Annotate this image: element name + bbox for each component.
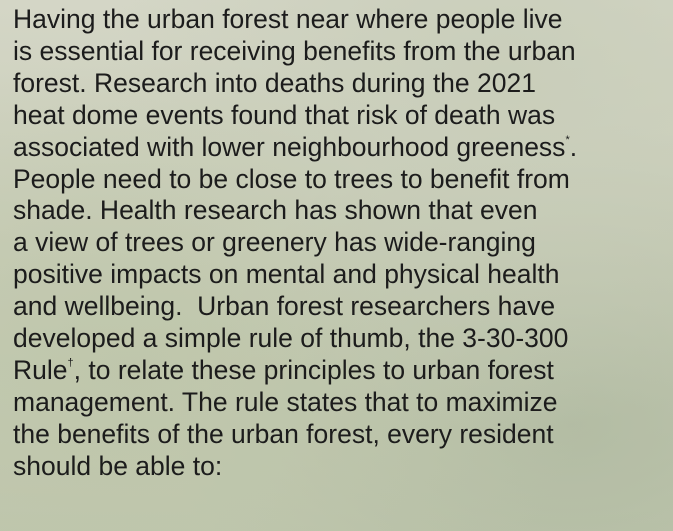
text-line: associated with lower neighbourhood gree…	[13, 132, 673, 164]
text-segment: the benefits of the urban forest, every …	[13, 419, 554, 449]
text-line: Having the urban forest near where peopl…	[13, 4, 673, 36]
text-segment: forest. Research into deaths during the …	[13, 68, 536, 98]
text-segment: should be able to:	[13, 451, 222, 481]
text-segment: .	[570, 132, 577, 162]
text-segment: developed a simple rule of thumb, the 3-…	[13, 323, 568, 353]
text-line: developed a simple rule of thumb, the 3-…	[13, 323, 673, 355]
text-segment: a view of trees or greenery has wide-ran…	[13, 227, 536, 257]
text-segment: People need to be close to trees to bene…	[13, 164, 570, 194]
text-segment: and wellbeing. Urban forest researchers …	[13, 291, 555, 321]
text-segment: shade. Health research has shown that ev…	[13, 195, 537, 225]
text-line: forest. Research into deaths during the …	[13, 68, 673, 100]
page: Having the urban forest near where peopl…	[0, 0, 673, 531]
text-line: positive impacts on mental and physical …	[13, 259, 673, 291]
text-segment: management. The rule states that to maxi…	[13, 387, 558, 417]
text-segment: , to relate these principles to urban fo…	[74, 355, 554, 385]
text-segment: is essential for receiving benefits from…	[13, 36, 576, 66]
text-line: Rule†, to relate these principles to urb…	[13, 355, 673, 387]
text-line: a view of trees or greenery has wide-ran…	[13, 227, 673, 259]
text-line: heat dome events found that risk of deat…	[13, 100, 673, 132]
text-line: and wellbeing. Urban forest researchers …	[13, 291, 673, 323]
text-line: is essential for receiving benefits from…	[13, 36, 673, 68]
text-line: People need to be close to trees to bene…	[13, 164, 673, 196]
text-segment: associated with lower neighbourhood gree…	[13, 132, 565, 162]
paragraph: Having the urban forest near where peopl…	[13, 4, 673, 483]
text-line: management. The rule states that to maxi…	[13, 387, 673, 419]
text-segment: heat dome events found that risk of deat…	[13, 100, 555, 130]
text-segment: positive impacts on mental and physical …	[13, 259, 560, 289]
text-segment: Having the urban forest near where peopl…	[13, 4, 562, 34]
text-segment: Rule	[13, 355, 68, 385]
text-line: the benefits of the urban forest, every …	[13, 419, 673, 451]
text-line: should be able to:	[13, 451, 673, 483]
text-line: shade. Health research has shown that ev…	[13, 195, 673, 227]
